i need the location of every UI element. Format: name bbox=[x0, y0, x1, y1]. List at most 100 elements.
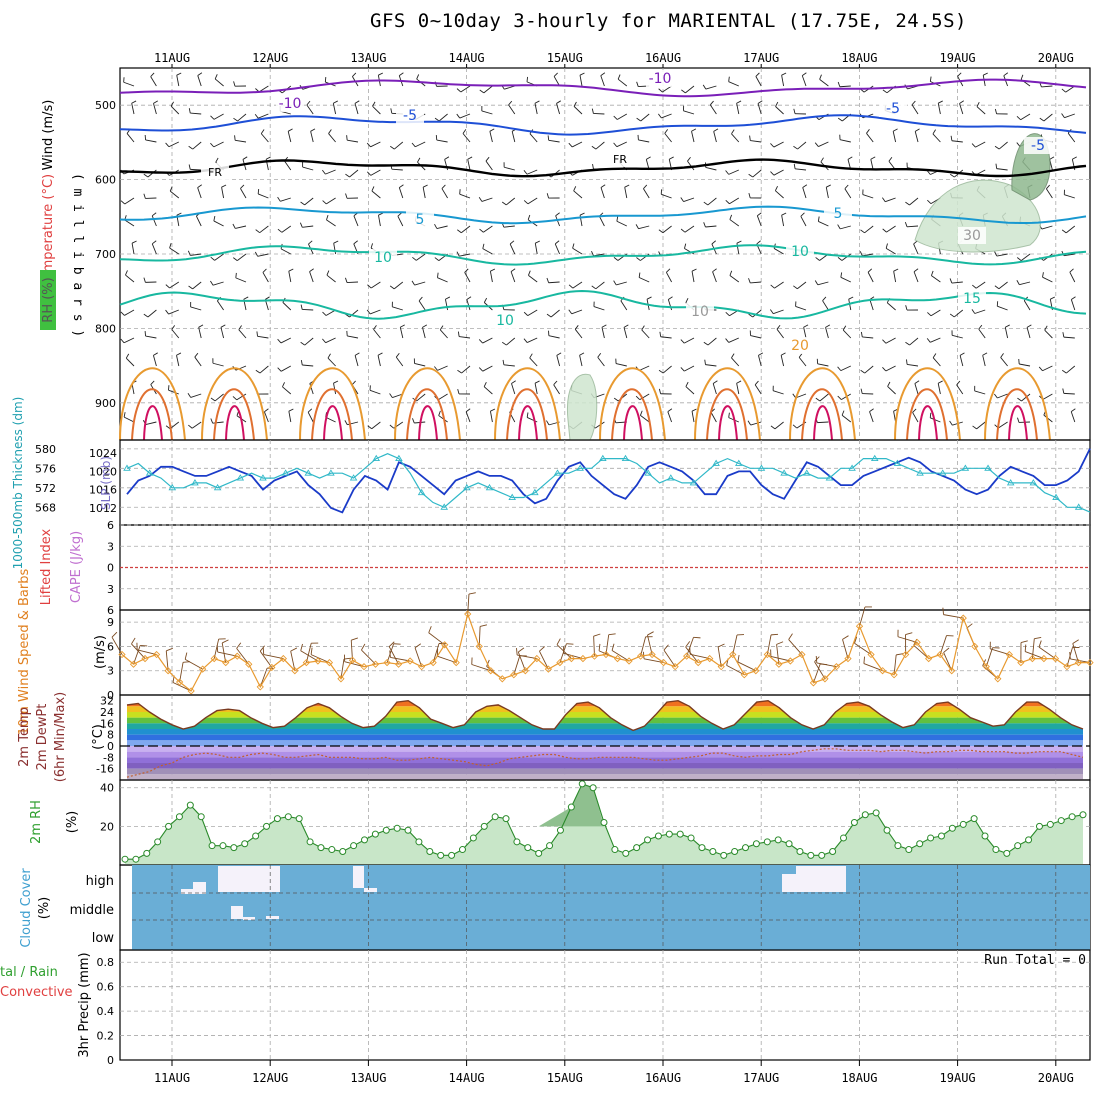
rh-marker bbox=[883, 826, 891, 834]
top-day-label: 13AUG bbox=[350, 51, 386, 65]
wind-barb bbox=[482, 248, 493, 255]
temp-contour-30 bbox=[1008, 405, 1028, 441]
wind-barb-flag bbox=[1020, 640, 1028, 644]
wind-barb-flag bbox=[456, 113, 461, 119]
wind-barb-flag bbox=[906, 359, 908, 365]
wind-barb-flag bbox=[553, 380, 558, 386]
wind-barb bbox=[503, 364, 515, 367]
wind-barb-flag bbox=[210, 280, 214, 286]
wind-barb-flag bbox=[188, 285, 193, 290]
wind-barb bbox=[235, 225, 247, 229]
wind-barb-flag bbox=[840, 272, 843, 278]
upper-air-panel: 500 600 700 800 900 -10 -10 -5 -5 FR FR -5 5 5 10 10 15 1… bbox=[40, 67, 1091, 441]
wind-barb-flag bbox=[636, 81, 639, 87]
wind-speed-marker bbox=[394, 660, 403, 668]
rh-marker bbox=[589, 784, 597, 792]
wind-barb bbox=[705, 85, 717, 90]
wind-barb-flag bbox=[725, 200, 730, 205]
rh-marker bbox=[339, 847, 347, 855]
wind-barb-flag bbox=[725, 170, 730, 175]
thickness-marker bbox=[916, 469, 924, 476]
wind-barb bbox=[370, 141, 381, 148]
wind-barb bbox=[662, 225, 672, 234]
wind-barb bbox=[639, 393, 650, 401]
wind-barb bbox=[844, 188, 852, 199]
wind-barb bbox=[550, 309, 560, 318]
wind-barb bbox=[1041, 225, 1053, 230]
wind-speed-marker bbox=[1086, 658, 1094, 667]
wind-barb-flag bbox=[893, 268, 899, 272]
wind-speed-marker bbox=[510, 671, 518, 679]
wind-barb bbox=[217, 651, 238, 657]
wind-barb bbox=[932, 357, 941, 367]
wind-barb bbox=[415, 141, 426, 148]
rh-marker bbox=[546, 842, 554, 850]
wind-barb bbox=[772, 390, 784, 395]
wind-speed-marker bbox=[925, 654, 933, 663]
rh-marker bbox=[469, 834, 477, 842]
wind-barb-flag bbox=[748, 313, 753, 318]
wind-barb-flag bbox=[165, 425, 171, 430]
wind-barb bbox=[465, 411, 471, 423]
wind-barb bbox=[909, 197, 919, 206]
wind-barb bbox=[640, 636, 647, 657]
wind-barb-flag bbox=[1061, 113, 1065, 118]
wind-barb bbox=[893, 271, 897, 283]
wind-barb bbox=[459, 113, 471, 119]
wind-barb bbox=[593, 113, 605, 115]
wind-barb-flag bbox=[681, 89, 686, 94]
wind-barb-flag bbox=[776, 641, 784, 645]
slp-axis-titles: 1000-500mb Thickness (dm) SLP (mb) bbox=[11, 397, 113, 570]
wind-barb bbox=[392, 393, 403, 399]
wind-barb bbox=[906, 225, 919, 228]
wind-barb-flag bbox=[680, 197, 684, 202]
wind-barb-flag bbox=[528, 270, 531, 276]
rh-marker bbox=[742, 844, 750, 852]
wind-speed-marker bbox=[671, 663, 679, 671]
wind-barb bbox=[774, 421, 784, 430]
wind-barb-flag bbox=[308, 240, 313, 245]
wind-barb bbox=[885, 247, 896, 255]
wind-barb-flag bbox=[170, 101, 175, 107]
wind-barb bbox=[893, 654, 897, 675]
wind-barb-flag bbox=[667, 408, 673, 413]
wind-barb bbox=[259, 667, 268, 688]
wind-barb-flag bbox=[771, 633, 779, 636]
wind-barb bbox=[985, 647, 993, 667]
wind-barb-flag bbox=[214, 74, 218, 80]
wind-barb bbox=[795, 393, 807, 399]
wind-barb bbox=[416, 393, 426, 402]
wind-speed-marker bbox=[210, 654, 218, 663]
wind-barb bbox=[563, 652, 584, 660]
wind-barb-flag bbox=[755, 72, 760, 77]
wind-barb-flag bbox=[322, 200, 327, 205]
wind-barb bbox=[263, 654, 284, 660]
wind-barb bbox=[579, 75, 583, 87]
wind-barb-flag bbox=[501, 341, 507, 346]
rh-marker bbox=[905, 846, 913, 854]
wind-barb bbox=[839, 139, 851, 143]
rh-marker bbox=[578, 780, 586, 788]
wind-speed-marker bbox=[913, 638, 921, 647]
rh-marker bbox=[1025, 836, 1033, 844]
temp-contour-25 bbox=[996, 388, 1038, 441]
wind-barb-flag bbox=[882, 89, 888, 94]
rh-marker bbox=[698, 844, 706, 852]
wind-barb bbox=[459, 193, 471, 199]
wind-barb bbox=[307, 412, 314, 423]
wind-barb bbox=[818, 141, 829, 147]
wind-barb-flag bbox=[233, 117, 238, 122]
wind-speed-marker bbox=[464, 610, 472, 618]
wind-barb bbox=[482, 365, 493, 372]
wind-barb bbox=[605, 634, 610, 655]
wind-barb-flag bbox=[300, 643, 303, 651]
wind-barb-flag bbox=[803, 324, 809, 328]
wind-barb-flag bbox=[591, 285, 597, 290]
wind-barb bbox=[212, 362, 224, 367]
wind-speed-marker bbox=[936, 650, 944, 659]
wind-barb-flag bbox=[150, 72, 155, 77]
wind-barb-flag bbox=[949, 173, 955, 178]
wind-barb-flag bbox=[546, 193, 550, 199]
wind-barb bbox=[825, 327, 829, 339]
wind-barb-flag bbox=[527, 214, 531, 220]
